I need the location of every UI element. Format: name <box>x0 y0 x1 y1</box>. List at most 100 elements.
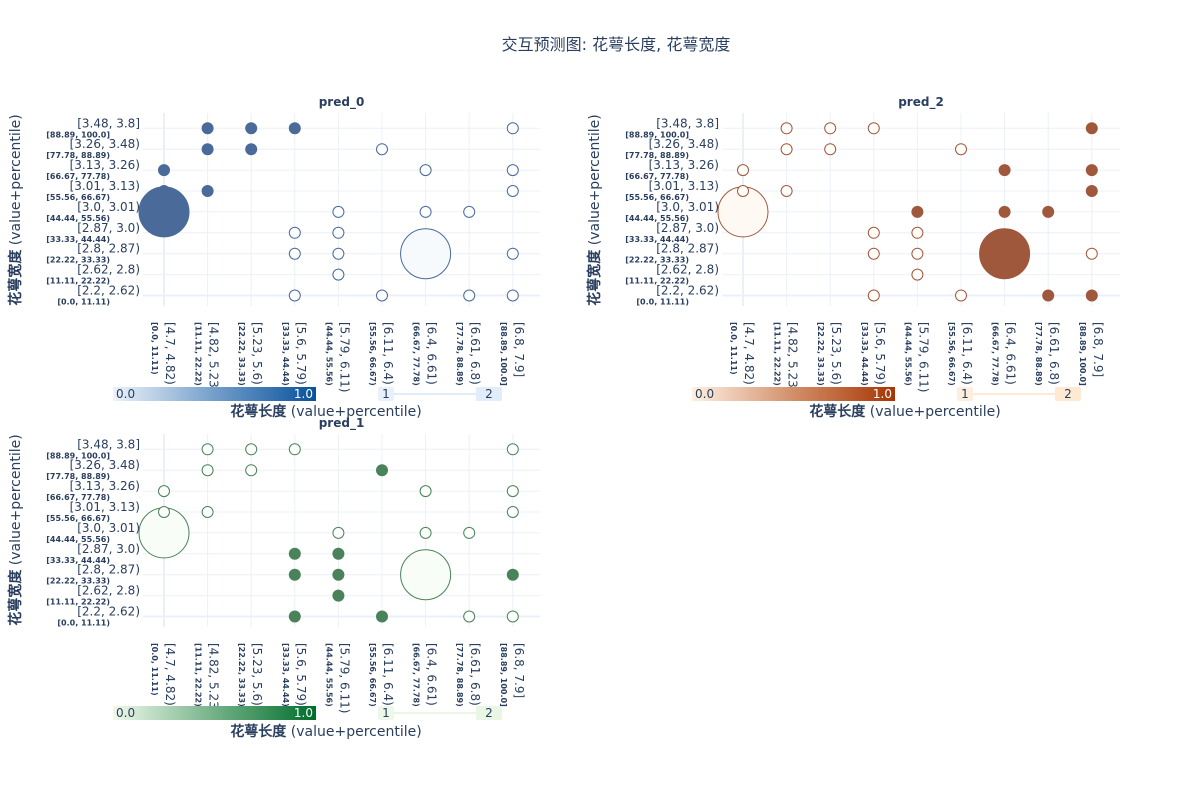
data-point <box>332 226 345 239</box>
data-point <box>288 122 301 135</box>
data-point <box>1085 185 1098 197</box>
y-tick-label: [2.8, 2.87) <box>77 563 140 577</box>
data-point <box>376 143 388 156</box>
y-tick-sublabel: [11.11, 22.22) <box>46 277 110 286</box>
y-tick-label: [2.62, 2.8) <box>77 263 140 277</box>
x-tick-label: [6.61, 6.8) <box>468 322 482 385</box>
x-tick-label: [5.23, 5.6) <box>250 322 264 385</box>
data-point <box>867 226 880 239</box>
data-point <box>506 443 519 456</box>
data-point <box>158 485 170 498</box>
data-point <box>288 226 301 239</box>
x-tick-label: [6.11, 6.4) <box>381 322 395 385</box>
y-tick-sublabel: [22.22, 33.33) <box>46 256 110 265</box>
x-tick-label: [6.11, 6.4) <box>960 322 974 385</box>
x-tick-sublabel: [66.67, 77.78) <box>412 643 421 707</box>
data-point <box>158 185 170 197</box>
x-tick-sublabel: [11.11, 22.22) <box>194 322 203 386</box>
y-axis-title-rest: (value+percentile) <box>8 434 24 569</box>
x-axis-title: 花萼长度 (value+percentile) <box>230 723 421 740</box>
y-tick-sublabel: [0.0, 11.11) <box>57 619 110 628</box>
data-point <box>245 143 258 156</box>
y-tick-sublabel: [88.89, 100.0] <box>46 451 110 460</box>
x-tick-label: [5.6, 5.79) <box>873 322 887 385</box>
y-tick-sublabel: [77.78, 88.89) <box>46 151 110 160</box>
y-tick-sublabel: [66.67, 77.78) <box>46 493 110 502</box>
colorbar <box>113 387 316 401</box>
x-tick-label: [6.4, 6.61) <box>425 643 439 706</box>
x-tick-sublabel: [77.78, 88.89) <box>455 643 464 707</box>
x-tick-label: [5.6, 5.79) <box>294 322 308 385</box>
data-point <box>201 464 214 477</box>
y-tick-label: [3.01, 3.13) <box>70 500 140 514</box>
x-tick-label: [6.8, 7.9] <box>1091 322 1105 377</box>
x-tick-label: [4.7, 4.82) <box>163 643 177 706</box>
colorbar-max-label: 1.0 <box>294 706 313 720</box>
y-tick-label: [3.01, 3.13) <box>70 179 140 193</box>
data-point <box>332 247 345 260</box>
y-axis-title: 花萼宽度 (value+percentile) <box>7 114 24 305</box>
x-tick-sublabel: [44.44, 55.56) <box>903 322 912 386</box>
x-tick-sublabel: [11.11, 22.22) <box>194 643 203 707</box>
data-point <box>332 589 345 602</box>
x-tick-sublabel: [66.67, 77.78) <box>412 322 421 386</box>
size-legend-min-box <box>957 387 973 401</box>
data-point <box>1085 164 1098 177</box>
data-point <box>463 289 476 302</box>
data-point <box>998 205 1011 218</box>
data-point <box>288 610 301 623</box>
subplot-pred_1: pred_1[2.2, 2.62)[0.0, 11.11)[2.62, 2.8)… <box>7 416 540 740</box>
data-point <box>419 485 432 498</box>
data-point <box>1085 247 1098 260</box>
x-tick-label: [6.4, 6.61) <box>425 322 439 385</box>
data-point <box>332 268 345 281</box>
data-point <box>780 143 793 156</box>
colorbar <box>113 706 316 720</box>
data-point <box>1085 122 1098 135</box>
y-tick-label: [2.8, 2.87) <box>77 242 140 256</box>
subplot-pred_0: pred_0[2.2, 2.62)[0.0, 11.11)[2.62, 2.8)… <box>7 95 540 420</box>
data-point <box>1042 205 1055 218</box>
data-point <box>506 164 519 177</box>
y-tick-label: [2.62, 2.8) <box>656 263 719 277</box>
y-tick-sublabel: [55.56, 66.67) <box>625 193 689 202</box>
x-axis-title-bold: 花萼长度 <box>809 403 866 420</box>
x-tick-sublabel: [55.56, 66.67) <box>368 322 377 386</box>
data-point <box>506 122 519 135</box>
data-point <box>463 205 476 218</box>
subplot-pred_2: pred_2[2.2, 2.62)[0.0, 11.11)[2.62, 2.8)… <box>586 95 1120 420</box>
y-tick-label: [2.2, 2.62) <box>77 605 140 619</box>
data-point <box>376 289 388 302</box>
data-point <box>867 247 880 260</box>
data-point <box>911 226 924 239</box>
data-point <box>332 547 345 560</box>
x-tick-label: [4.82, 5.23) <box>207 643 221 713</box>
data-point <box>288 247 301 260</box>
x-tick-label: [5.23, 5.6) <box>829 322 843 385</box>
size-legend-max-box <box>476 706 502 720</box>
x-tick-label: [6.8, 7.9] <box>512 322 526 377</box>
data-point <box>419 164 432 177</box>
y-tick-label: [3.48, 3.8] <box>656 116 719 130</box>
y-tick-sublabel: [11.11, 22.22) <box>46 598 110 607</box>
x-tick-label: [4.82, 5.23) <box>786 322 800 392</box>
y-tick-label: [2.2, 2.62) <box>77 284 140 298</box>
data-point <box>245 443 258 456</box>
x-tick-sublabel: [77.78, 88.89) <box>455 322 464 386</box>
x-tick-sublabel: [66.67, 77.78) <box>991 322 1000 386</box>
size-legend-min-box <box>378 387 394 401</box>
size-legend-min-label: 1 <box>961 387 969 401</box>
x-tick-sublabel: [33.33, 44.44) <box>281 322 290 386</box>
data-point <box>376 610 388 623</box>
data-point <box>288 547 301 560</box>
x-tick-sublabel: [0.0, 11.11) <box>729 322 738 375</box>
y-tick-label: [3.13, 3.26) <box>70 479 140 493</box>
colorbar-max-label: 1.0 <box>873 387 892 401</box>
y-tick-label: [2.62, 2.8) <box>77 584 140 598</box>
y-tick-sublabel: [77.78, 88.89) <box>625 151 689 160</box>
data-point <box>506 485 519 498</box>
data-point <box>201 506 214 518</box>
data-point <box>824 143 837 156</box>
x-tick-sublabel: [22.22, 33.33) <box>237 643 246 707</box>
data-point <box>1085 289 1098 302</box>
